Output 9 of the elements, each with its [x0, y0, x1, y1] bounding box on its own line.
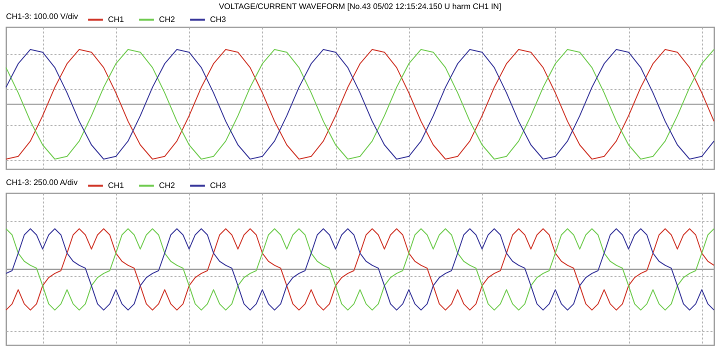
- legend-label: CH2: [159, 180, 176, 190]
- legend-title: CH1-3: 250.00 A/div: [6, 178, 78, 187]
- legend-label: CH3: [210, 14, 227, 24]
- legend-label: CH2: [159, 14, 176, 24]
- legend-title: CH1-3: 100.00 V/div: [6, 12, 78, 21]
- legend-label: CH1: [108, 180, 125, 190]
- chart-title: VOLTAGE/CURRENT WAVEFORM [No.43 05/02 12:15:24.150 U harm CH1 IN]: [218, 2, 502, 11]
- legend-label: CH1: [108, 14, 125, 24]
- legend-label: CH3: [210, 180, 227, 190]
